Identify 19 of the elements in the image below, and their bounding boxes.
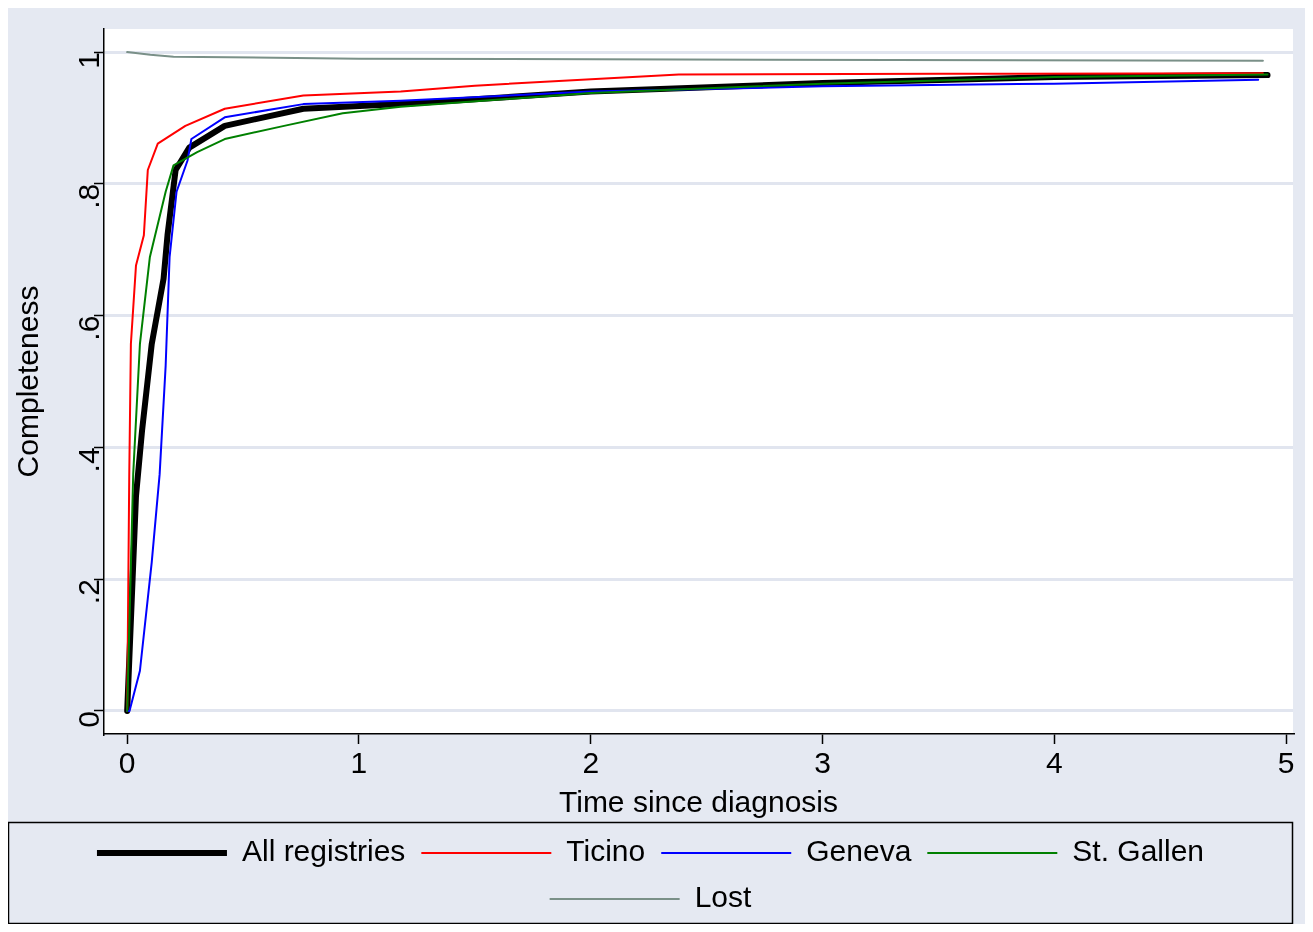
y-tick-label: .4 <box>72 447 106 473</box>
legend-label: St. Gallen <box>1072 834 1205 868</box>
y-tick-label: 0 <box>72 710 106 728</box>
x-tick-label: 0 <box>118 746 136 780</box>
legend-label: Ticino <box>566 834 646 868</box>
x-tick-label: 3 <box>814 746 831 780</box>
y-axis-title: Completeness <box>11 285 45 478</box>
y-tick-label: .8 <box>72 183 106 209</box>
x-tick-label: 4 <box>1045 746 1063 780</box>
y-tick-label: .2 <box>72 579 106 605</box>
legend-label: All registries <box>241 834 406 868</box>
x-tick-label: 2 <box>582 746 600 780</box>
legend-label: Geneva <box>806 834 912 868</box>
legend-label: Lost <box>694 880 753 914</box>
x-tick-label: 1 <box>350 746 368 780</box>
y-tick-label: 1 <box>72 52 106 69</box>
y-tick-label: .6 <box>72 315 106 341</box>
x-axis-title: Time since diagnosis <box>558 785 839 819</box>
x-tick-label: 5 <box>1277 746 1295 780</box>
